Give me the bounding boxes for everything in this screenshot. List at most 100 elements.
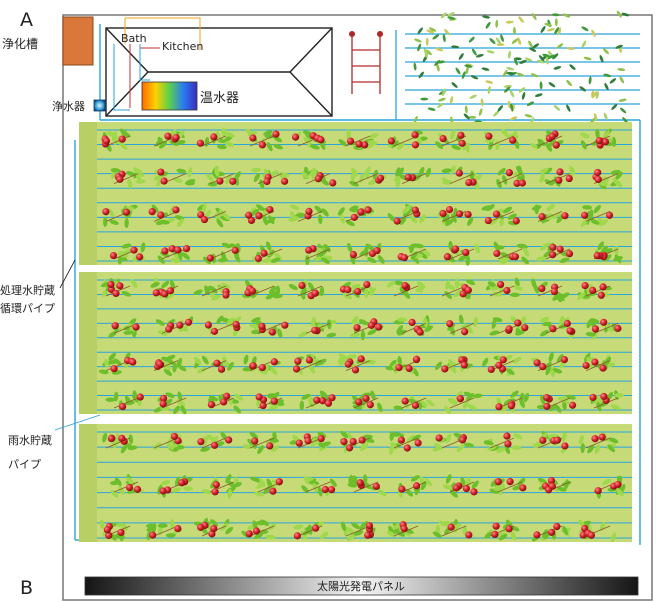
tomato-plant-icon: [204, 315, 242, 337]
tomato-plant-icon: [301, 475, 337, 497]
tomato-plant-icon: [580, 205, 614, 227]
solar-panel-label: 太陽光発電パネル: [317, 579, 405, 593]
leaf-mark: [444, 28, 450, 36]
tomato-plant-icon: [201, 474, 242, 499]
leaf-mark: [502, 69, 508, 77]
tomato-plant-icon: [589, 390, 625, 412]
tomato-plant-icon: [387, 130, 428, 150]
tomato-plant-icon: [493, 241, 530, 265]
leaf-mark: [458, 53, 464, 60]
tomato-plant-icon: [483, 129, 520, 151]
leaf-mark: [599, 54, 604, 63]
leaf-mark: [496, 43, 505, 47]
leaf-mark: [506, 67, 515, 71]
leaf-mark: [619, 76, 625, 84]
leaf-mark: [451, 45, 460, 49]
tomato-plant-icon: [435, 129, 470, 153]
leaf-mark: [524, 114, 533, 118]
leaf-mark: [547, 28, 555, 32]
leaf-mark: [602, 48, 609, 55]
leaf-mark: [609, 78, 617, 84]
tomato-plant-icon: [157, 475, 194, 498]
kitchen-label: Kitchen: [162, 40, 203, 53]
leaf-mark: [413, 115, 418, 124]
tomato-plant-icon: [243, 204, 276, 226]
water-heater: [141, 81, 198, 111]
leaf-mark: [617, 68, 626, 72]
tomato-plant-icon: [340, 430, 375, 453]
leaf-mark: [509, 116, 518, 121]
leaf-mark: [464, 105, 468, 114]
tomato-plant-icon: [109, 242, 146, 265]
leaf-mark: [425, 37, 429, 46]
corner-label-b: B: [20, 577, 33, 599]
leaf-mark: [513, 57, 518, 66]
tomato-plant-icon: [349, 316, 384, 341]
leaf-mark: [451, 82, 458, 88]
leaf-mark: [513, 26, 516, 35]
leaf-mark: [506, 71, 515, 75]
tomato-plant-icon: [157, 244, 191, 264]
leaf-mark: [423, 48, 429, 56]
tomato-plant-icon: [339, 281, 376, 300]
tomato-plant-icon: [242, 354, 281, 375]
tomato-plant-icon: [432, 519, 473, 539]
tomato-plant-icon: [249, 476, 283, 497]
tomato-plant-icon: [206, 166, 241, 187]
leaf-mark: [465, 66, 469, 75]
trellis-ladder-icon: [348, 30, 384, 94]
tomato-plant-icon: [532, 430, 569, 454]
leaf-mark: [566, 104, 571, 112]
leaf-mark: [519, 60, 527, 64]
leaf-mark: [417, 43, 422, 52]
leaf-mark: [461, 71, 466, 79]
tomato-plant-icon: [99, 519, 131, 542]
tomato-plant-icon: [482, 354, 522, 377]
leaf-mark: [542, 53, 551, 58]
rain-water-label-line2: パイプ: [8, 458, 41, 471]
tomato-plant-icon: [255, 391, 285, 410]
bed-edge: [79, 272, 97, 414]
tomato-plant-icon: [102, 204, 138, 229]
leaf-mark: [511, 38, 519, 44]
tomato-plant-icon: [389, 431, 422, 455]
tomato-plant-icon: [483, 432, 523, 455]
leaf-mark: [554, 27, 560, 35]
tomato-plant-icon: [593, 241, 623, 264]
tomato-plant-icon: [578, 519, 617, 543]
leaf-mark: [480, 98, 484, 107]
leaf-mark: [590, 117, 597, 124]
tomato-plant-icon: [536, 394, 577, 413]
leaf-mark: [553, 66, 562, 70]
leaf-mark: [427, 107, 436, 111]
leaf-mark: [532, 43, 540, 49]
leaf-mark: [510, 103, 514, 112]
rain-water-callout: [54, 414, 101, 431]
tomato-plant-icon: [585, 318, 622, 340]
tomato-plant-icon: [593, 475, 626, 499]
leaf-mark: [485, 80, 494, 84]
leaf-mark: [425, 49, 432, 56]
leaf-mark: [566, 47, 575, 50]
tomato-plant-icon: [444, 314, 478, 336]
leaf-mark: [418, 71, 424, 79]
bath-label: Bath: [121, 32, 147, 45]
tomato-plant-icon: [442, 474, 479, 498]
tomato-plant-icon: [485, 277, 523, 298]
leaf-mark: [581, 26, 589, 32]
tomato-plant-icon: [202, 242, 241, 265]
tomato-plant-icon: [153, 129, 186, 149]
solar-panel: [84, 576, 639, 596]
leaf-mark: [592, 91, 598, 99]
leaf-mark: [426, 29, 435, 34]
leaf-mark: [435, 47, 444, 52]
leaf-mark: [593, 113, 598, 121]
leaf-mark: [436, 63, 440, 72]
tomato-plant-icon: [197, 202, 231, 228]
leaf-mark: [621, 12, 630, 17]
tomato-plant-icon: [241, 519, 277, 540]
leaf-mark: [539, 81, 543, 90]
leaf-mark: [569, 64, 576, 70]
leaf-mark: [455, 67, 461, 75]
tomato-plant-icon: [291, 130, 327, 150]
